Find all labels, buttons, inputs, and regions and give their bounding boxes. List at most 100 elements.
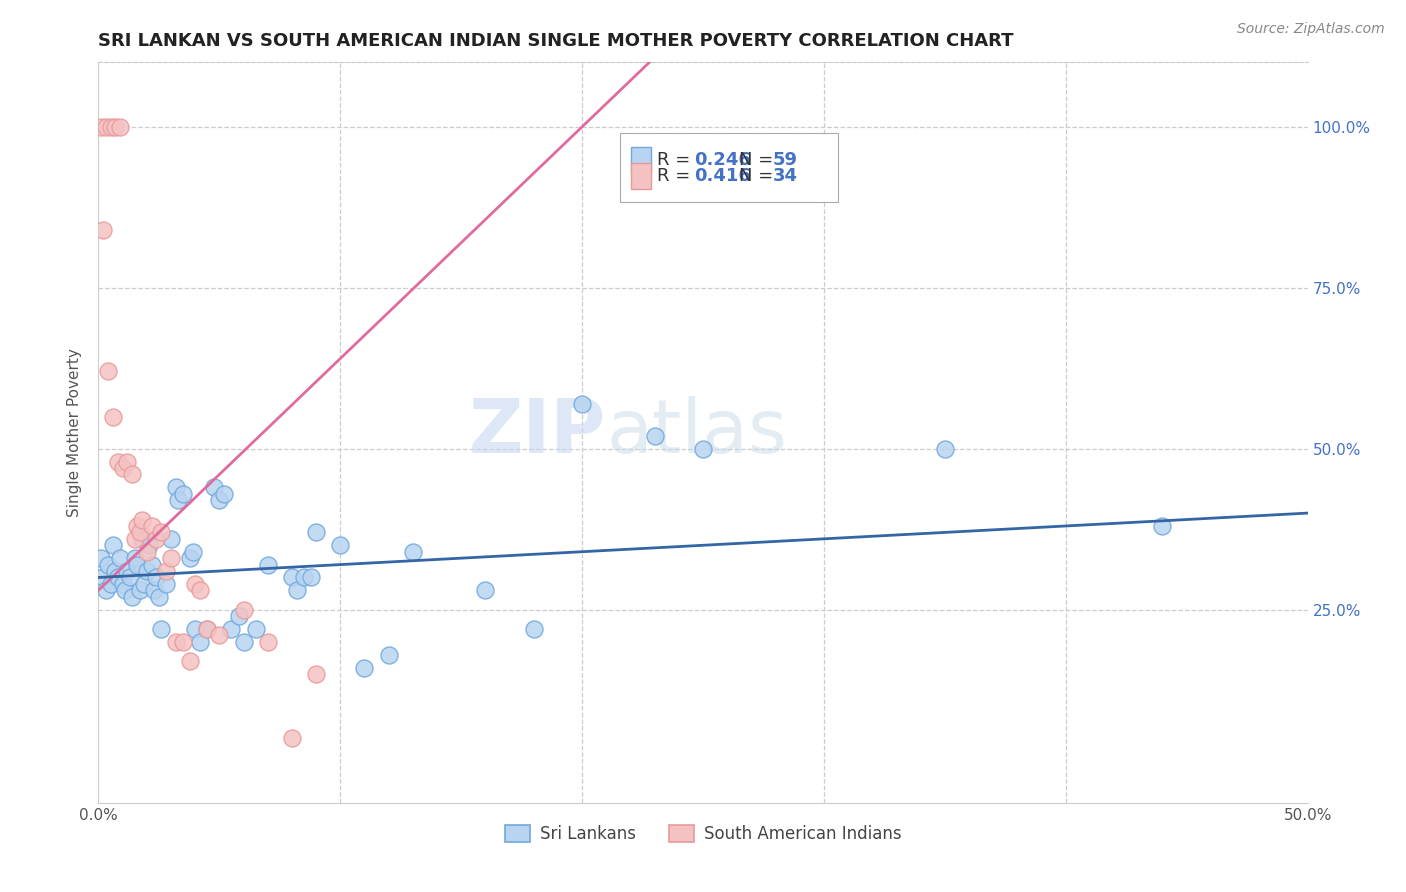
Point <box>148 590 170 604</box>
Point <box>285 583 308 598</box>
Point <box>232 602 254 616</box>
Point <box>245 622 267 636</box>
Text: N =: N = <box>740 151 779 169</box>
Point <box>108 120 131 134</box>
Point <box>232 635 254 649</box>
Point <box>150 525 173 540</box>
Point <box>145 532 167 546</box>
Point <box>107 454 129 468</box>
Point <box>181 545 204 559</box>
Point <box>117 454 139 468</box>
Point <box>121 467 143 482</box>
Point <box>108 551 131 566</box>
Point <box>107 570 129 584</box>
Text: R =: R = <box>658 168 696 186</box>
Point <box>188 583 211 598</box>
Point <box>101 409 124 424</box>
Point <box>184 577 207 591</box>
Point <box>134 577 156 591</box>
Point <box>208 493 231 508</box>
Point <box>100 577 122 591</box>
Point <box>934 442 956 456</box>
Point <box>124 532 146 546</box>
Text: 0.416: 0.416 <box>695 168 751 186</box>
Point <box>91 223 114 237</box>
Text: 34: 34 <box>773 168 797 186</box>
Point <box>160 551 183 566</box>
Point <box>145 570 167 584</box>
Point <box>281 570 304 584</box>
Point <box>143 583 166 598</box>
Point <box>90 120 112 134</box>
Point <box>111 461 134 475</box>
Point <box>172 487 194 501</box>
Point <box>329 538 352 552</box>
Point <box>135 545 157 559</box>
Point <box>128 525 150 540</box>
Text: 59: 59 <box>773 151 797 169</box>
Point <box>124 551 146 566</box>
Point <box>150 622 173 636</box>
Point <box>305 667 328 681</box>
Point <box>135 564 157 578</box>
Point <box>100 120 122 134</box>
Point <box>195 622 218 636</box>
Text: Source: ZipAtlas.com: Source: ZipAtlas.com <box>1237 22 1385 37</box>
Point <box>94 120 117 134</box>
Point <box>165 635 187 649</box>
Point <box>118 570 141 584</box>
Point <box>160 532 183 546</box>
Point <box>165 480 187 494</box>
Point <box>305 525 328 540</box>
Point <box>179 654 201 668</box>
Legend: Sri Lankans, South American Indians: Sri Lankans, South American Indians <box>498 819 908 850</box>
Point <box>117 564 139 578</box>
Text: N =: N = <box>740 168 779 186</box>
Y-axis label: Single Mother Poverty: Single Mother Poverty <box>67 348 83 517</box>
Point <box>141 558 163 572</box>
Point <box>94 583 117 598</box>
Point <box>114 583 136 598</box>
Point <box>299 570 322 584</box>
Point <box>167 493 190 508</box>
Point <box>111 577 134 591</box>
Point <box>402 545 425 559</box>
Point <box>127 519 149 533</box>
Point <box>90 551 112 566</box>
Point <box>474 583 496 598</box>
Point <box>188 635 211 649</box>
Point <box>179 551 201 566</box>
Text: R =: R = <box>658 151 696 169</box>
Point <box>195 622 218 636</box>
Text: SRI LANKAN VS SOUTH AMERICAN INDIAN SINGLE MOTHER POVERTY CORRELATION CHART: SRI LANKAN VS SOUTH AMERICAN INDIAN SING… <box>98 32 1014 50</box>
Point <box>97 364 120 378</box>
Point <box>221 622 243 636</box>
Point <box>104 120 127 134</box>
Point <box>97 558 120 572</box>
Point <box>91 570 114 584</box>
Point <box>692 442 714 456</box>
Point <box>208 628 231 642</box>
Point <box>377 648 399 662</box>
Text: 0.246: 0.246 <box>695 151 751 169</box>
Point <box>121 590 143 604</box>
Point <box>141 519 163 533</box>
Point <box>1152 519 1174 533</box>
Point <box>138 538 160 552</box>
Point <box>256 635 278 649</box>
Point <box>104 564 127 578</box>
Point <box>172 635 194 649</box>
Point <box>353 660 375 674</box>
Point <box>131 532 153 546</box>
Text: ZIP: ZIP <box>470 396 606 469</box>
Point <box>127 558 149 572</box>
Text: atlas: atlas <box>606 396 787 469</box>
Point <box>571 397 593 411</box>
Point <box>184 622 207 636</box>
Point <box>644 429 666 443</box>
Point <box>256 558 278 572</box>
Point <box>228 609 250 624</box>
Point <box>155 577 177 591</box>
Point <box>128 583 150 598</box>
Point <box>523 622 546 636</box>
